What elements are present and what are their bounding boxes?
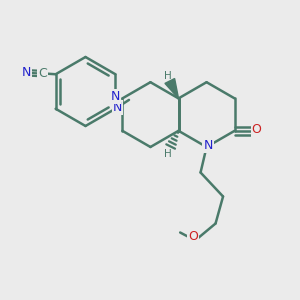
Text: N: N <box>203 139 213 152</box>
Text: O: O <box>252 123 262 136</box>
Text: O: O <box>188 230 198 243</box>
Text: N: N <box>22 66 31 80</box>
Text: N: N <box>111 90 121 104</box>
Text: H: H <box>164 148 172 159</box>
Text: H: H <box>164 70 172 81</box>
Text: C: C <box>38 67 47 80</box>
Polygon shape <box>165 79 178 98</box>
Text: N: N <box>113 101 122 114</box>
